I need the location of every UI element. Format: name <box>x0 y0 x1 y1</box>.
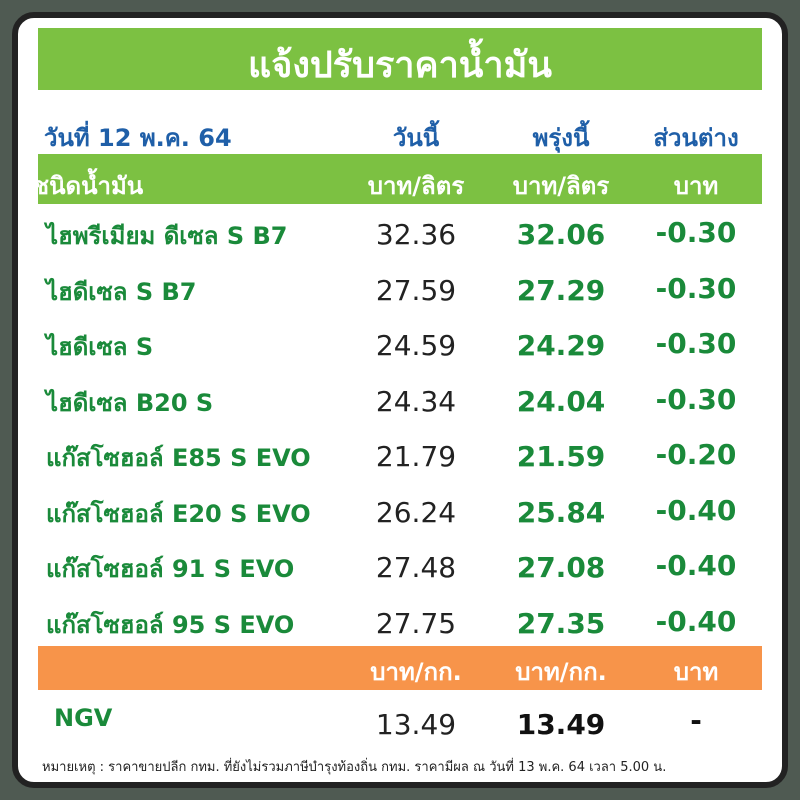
fuel-name: ไฮดีเซล S <box>46 333 154 361</box>
gas-today: 13.49 <box>375 708 457 741</box>
price-tomorrow: 21.59 <box>516 440 606 473</box>
price-today: 27.48 <box>375 551 457 584</box>
price-diff: -0.20 <box>655 438 737 471</box>
tomorrow-header: พรุ่งนี้ <box>532 124 590 152</box>
title: แจ้งปรับราคาน้ำมัน <box>248 45 552 86</box>
price-tomorrow: 24.04 <box>516 384 606 418</box>
price-today: 32.36 <box>375 218 457 251</box>
footnote: หมายเหตุ : ราคาขายปลีก กทม. ที่ยังไม่รวม… <box>42 760 667 775</box>
column-header: บาท/ลิตร <box>512 172 610 200</box>
gas-name: NGV <box>54 704 113 732</box>
gas-tomorrow: 13.49 <box>516 708 606 741</box>
gas-header: บาท <box>673 658 719 686</box>
price-tomorrow: 32.06 <box>516 218 606 251</box>
fuel-name: แก๊สโซฮอล์ E85 S EVO <box>46 444 311 472</box>
price-tomorrow: 27.35 <box>516 606 606 640</box>
diff-header: ส่วนต่าง <box>653 124 739 152</box>
gas-header: บาท/กก. <box>515 658 607 686</box>
notice-card: แจ้งปรับราคาน้ำมัน วันที่ 12 พ.ค. 64 วัน… <box>12 12 788 788</box>
price-today: 26.24 <box>375 495 457 529</box>
price-tomorrow: 25.84 <box>516 495 606 529</box>
price-today: 27.75 <box>375 606 457 640</box>
price-diff: -0.30 <box>655 216 737 249</box>
price-diff: -0.40 <box>655 549 737 582</box>
fuel-name: แก๊สโซฮอล์ 95 S EVO <box>46 610 295 639</box>
fuel-name: ไฮดีเซล B20 S <box>46 388 214 417</box>
price-today: 24.59 <box>375 329 457 362</box>
column-header-bar <box>38 154 762 204</box>
price-diff: -0.30 <box>655 327 737 360</box>
fuel-name: แก๊สโซฮอล์ E20 S EVO <box>46 499 311 528</box>
price-tomorrow: 27.29 <box>516 273 606 307</box>
column-header: บาท/ลิตร <box>367 172 465 200</box>
fuel-name: แก๊สโซฮอล์ 91 S EVO <box>46 555 295 583</box>
gas-diff: - <box>690 704 702 737</box>
date: วันที่ 12 พ.ค. 64 <box>44 124 232 152</box>
price-diff: -0.40 <box>655 604 737 638</box>
price-tomorrow: 24.29 <box>516 329 606 362</box>
price-today: 24.34 <box>375 384 457 418</box>
gas-header: บาท/กก. <box>370 658 462 686</box>
price-diff: -0.30 <box>655 382 737 416</box>
today-header: วันนี้ <box>392 124 440 152</box>
gas-header-bar <box>38 646 762 690</box>
title-bar <box>38 28 762 90</box>
price-today: 27.59 <box>375 273 457 307</box>
fuel-name: ไฮดีเซล S B7 <box>46 277 197 306</box>
fuel-name: ไฮพรีเมียม ดีเซล S B7 <box>46 222 288 250</box>
column-header: ชนิดน้ำมัน <box>32 172 144 200</box>
column-header: บาท <box>673 172 719 200</box>
price-diff: -0.30 <box>655 271 737 305</box>
price-tomorrow: 27.08 <box>516 551 606 584</box>
price-today: 21.79 <box>375 440 457 473</box>
price-diff: -0.40 <box>655 493 737 527</box>
